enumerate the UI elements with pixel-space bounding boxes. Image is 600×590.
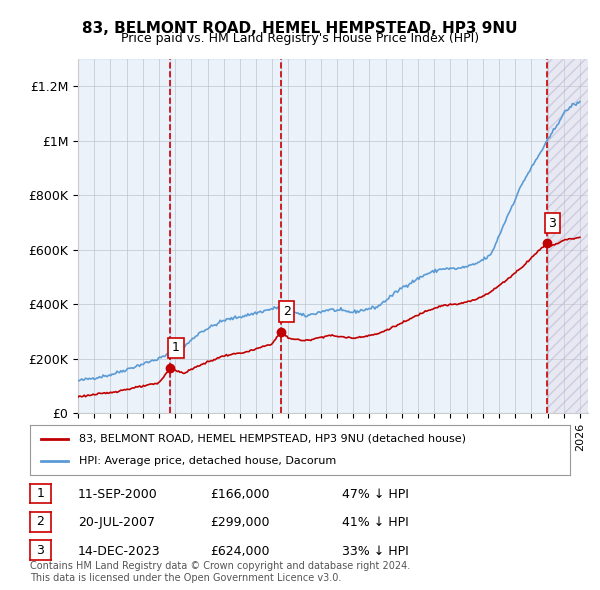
Text: 1: 1	[172, 342, 180, 355]
Bar	[547, 59, 588, 413]
Text: £166,000: £166,000	[210, 488, 269, 501]
Text: Contains HM Land Registry data © Crown copyright and database right 2024.
This d: Contains HM Land Registry data © Crown c…	[30, 561, 410, 583]
Text: 83, BELMONT ROAD, HEMEL HEMPSTEAD, HP3 9NU (detached house): 83, BELMONT ROAD, HEMEL HEMPSTEAD, HP3 9…	[79, 434, 466, 444]
Text: 2: 2	[283, 305, 290, 318]
Text: 3: 3	[37, 543, 44, 557]
Text: £299,000: £299,000	[210, 516, 269, 529]
Text: 2: 2	[37, 515, 44, 529]
Bar	[78, 59, 170, 413]
Text: 83, BELMONT ROAD, HEMEL HEMPSTEAD, HP3 9NU: 83, BELMONT ROAD, HEMEL HEMPSTEAD, HP3 9…	[82, 21, 518, 35]
Text: 47% ↓ HPI: 47% ↓ HPI	[342, 488, 409, 501]
Bar	[547, 59, 588, 413]
Text: 14-DEC-2023: 14-DEC-2023	[78, 545, 161, 558]
Text: 11-SEP-2000: 11-SEP-2000	[78, 488, 158, 501]
Bar	[170, 59, 281, 413]
Text: Price paid vs. HM Land Registry's House Price Index (HPI): Price paid vs. HM Land Registry's House …	[121, 32, 479, 45]
Text: 1: 1	[37, 487, 44, 500]
Text: 33% ↓ HPI: 33% ↓ HPI	[342, 545, 409, 558]
Text: 41% ↓ HPI: 41% ↓ HPI	[342, 516, 409, 529]
Text: HPI: Average price, detached house, Dacorum: HPI: Average price, detached house, Daco…	[79, 456, 336, 466]
Bar	[281, 59, 547, 413]
Text: 20-JUL-2007: 20-JUL-2007	[78, 516, 155, 529]
Text: £624,000: £624,000	[210, 545, 269, 558]
Bar	[547, 59, 588, 413]
Text: 3: 3	[548, 217, 556, 230]
